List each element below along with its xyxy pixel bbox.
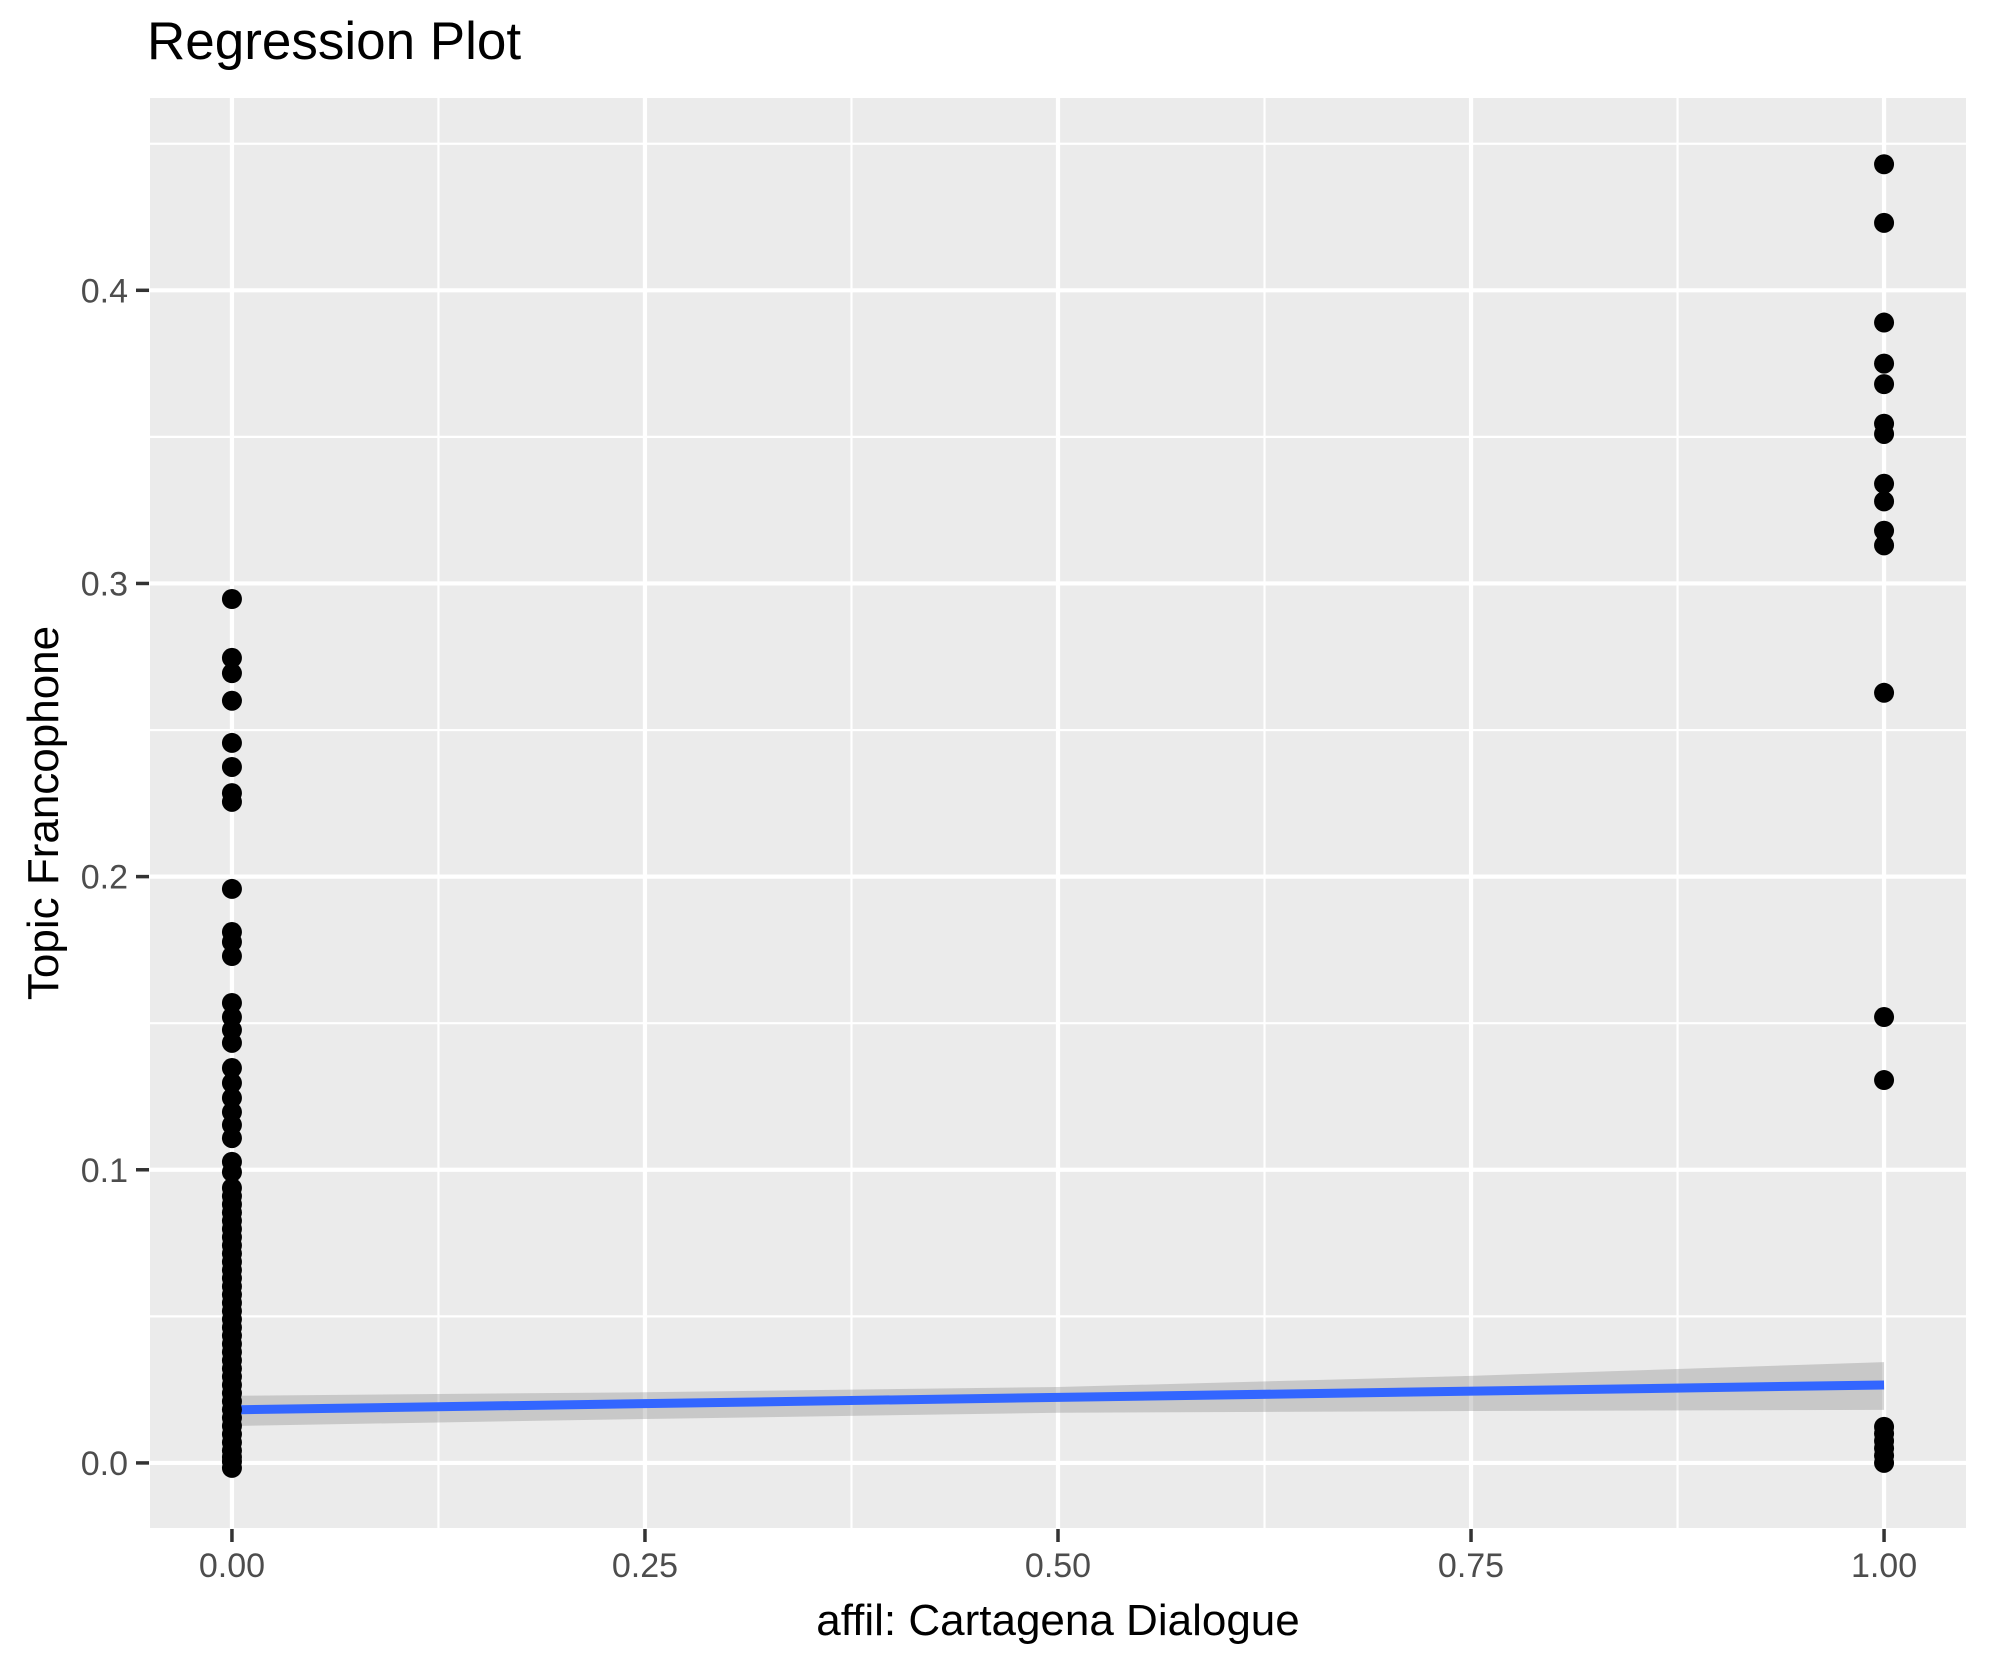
x-axis-title: affil: Cartagena Dialogue bbox=[816, 1596, 1300, 1645]
data-point bbox=[221, 663, 242, 684]
x-tick-label: 0.75 bbox=[1438, 1547, 1504, 1585]
data-point bbox=[221, 1128, 242, 1149]
data-point bbox=[221, 1162, 242, 1183]
data-point bbox=[1874, 535, 1895, 556]
y-axis-title: Topic Francophone bbox=[19, 625, 68, 1001]
data-point bbox=[1874, 353, 1895, 374]
data-point bbox=[1874, 682, 1895, 703]
data-point bbox=[1874, 1070, 1895, 1091]
data-point bbox=[221, 992, 242, 1013]
y-tick-label: 0.4 bbox=[81, 272, 128, 310]
data-point bbox=[1874, 312, 1895, 333]
data-point bbox=[221, 1087, 242, 1108]
data-point bbox=[221, 946, 242, 967]
data-point bbox=[221, 791, 242, 812]
data-point bbox=[1874, 423, 1895, 444]
data-point bbox=[1874, 520, 1895, 541]
data-point bbox=[221, 588, 242, 609]
data-point bbox=[221, 1058, 242, 1079]
y-tick-label: 0.0 bbox=[81, 1445, 128, 1483]
data-point bbox=[1874, 473, 1895, 494]
data-point bbox=[221, 1072, 242, 1093]
data-point bbox=[1874, 1007, 1895, 1028]
data-point bbox=[1874, 154, 1895, 175]
data-point bbox=[1874, 374, 1895, 395]
data-point bbox=[221, 756, 242, 777]
data-point bbox=[221, 690, 242, 711]
data-point bbox=[221, 931, 242, 952]
data-point bbox=[221, 1457, 242, 1478]
data-point bbox=[221, 647, 242, 668]
data-point bbox=[221, 732, 242, 753]
y-tick-label: 0.3 bbox=[81, 565, 128, 603]
data-point bbox=[1874, 491, 1895, 512]
x-tick-label: 0.50 bbox=[1025, 1547, 1091, 1585]
data-point bbox=[1874, 212, 1895, 233]
data-point bbox=[221, 1032, 242, 1053]
y-tick-label: 0.2 bbox=[81, 859, 128, 897]
x-tick-label: 0.25 bbox=[612, 1547, 678, 1585]
plot-title: Regression Plot bbox=[147, 12, 522, 71]
regression-line bbox=[231, 1380, 1885, 1415]
data-point bbox=[221, 878, 242, 899]
x-tick-label: 0.00 bbox=[199, 1547, 265, 1585]
y-tick-label: 0.1 bbox=[81, 1152, 128, 1190]
data-point bbox=[1874, 1452, 1895, 1473]
x-tick-label: 1.00 bbox=[1851, 1547, 1917, 1585]
